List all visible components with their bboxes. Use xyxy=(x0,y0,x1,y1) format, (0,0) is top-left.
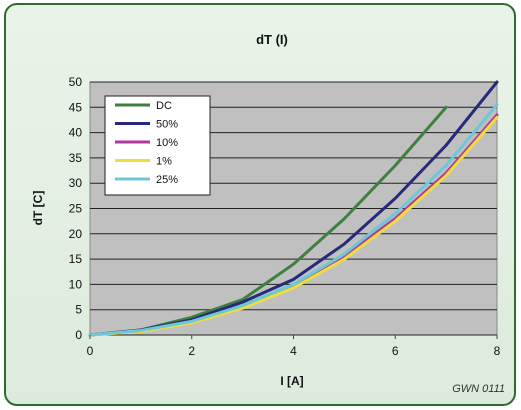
legend-label: 25% xyxy=(156,174,178,186)
legend-label: 1% xyxy=(156,156,172,168)
y-tick-label: 0 xyxy=(75,328,82,342)
legend: DC 50% 10% 1% 25% xyxy=(104,95,211,196)
x-axis-title: I [A] xyxy=(280,374,303,388)
y-tick-labels: 0 5 10 15 20 25 30 35 40 45 50 xyxy=(69,75,83,342)
y-tick-label: 45 xyxy=(69,100,83,114)
legend-label: 50% xyxy=(156,119,178,131)
series-line-25pct xyxy=(88,103,499,337)
x-tick-labels: 0 2 4 6 8 xyxy=(87,335,501,358)
x-tick-label: 2 xyxy=(188,344,195,358)
y-tick-label: 20 xyxy=(69,227,83,241)
y-tick-label: 25 xyxy=(69,202,83,216)
legend-label: 10% xyxy=(156,137,178,149)
x-tick-label: 0 xyxy=(87,344,94,358)
y-tick-label: 30 xyxy=(69,176,83,190)
y-tick-label: 10 xyxy=(69,277,83,291)
x-tick-label: 6 xyxy=(392,344,399,358)
legend-label: DC xyxy=(156,100,172,112)
series-lines xyxy=(88,80,499,337)
y-tick-label: 35 xyxy=(69,151,83,165)
chart-title: dT (I) xyxy=(256,32,288,47)
x-tick-label: 4 xyxy=(290,344,297,358)
chart-annotation: GWN 0111 xyxy=(452,383,505,395)
y-axis-title: dT [C] xyxy=(31,191,45,226)
y-tick-label: 5 xyxy=(75,303,82,317)
y-tick-label: 40 xyxy=(69,126,83,140)
x-tick-label: 8 xyxy=(494,344,501,358)
y-tick-label: 15 xyxy=(69,252,83,266)
y-tick-label: 50 xyxy=(69,75,83,89)
